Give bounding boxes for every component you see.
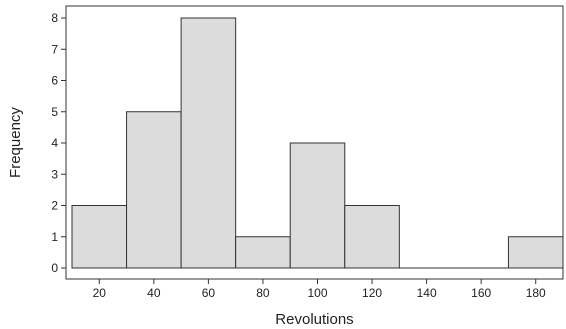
x-tick-label: 160 — [471, 286, 491, 300]
y-axis-title: Frequency — [7, 107, 24, 178]
x-tick-label: 100 — [307, 286, 327, 300]
histogram-bar — [507, 236, 564, 269]
x-axis-title: Revolutions — [275, 311, 353, 328]
x-tick-label: 140 — [417, 286, 437, 300]
histogram-bar — [344, 205, 400, 269]
plot-frame — [65, 5, 564, 280]
y-tick-label: 1 — [51, 230, 58, 244]
y-tick-label: 2 — [51, 199, 58, 213]
y-tick-label: 8 — [51, 11, 58, 25]
x-tick-label: 80 — [256, 286, 270, 300]
x-tick-label: 180 — [526, 286, 546, 300]
y-tick-label: 4 — [51, 136, 58, 150]
x-tick-label: 60 — [202, 286, 216, 300]
x-tick-label: 120 — [362, 286, 382, 300]
x-tick-label: 40 — [147, 286, 161, 300]
histogram-bar — [235, 236, 291, 269]
x-tick-label: 20 — [93, 286, 107, 300]
histogram-bar — [126, 111, 182, 269]
y-tick-label: 5 — [51, 105, 58, 119]
y-tick-label: 3 — [51, 167, 58, 181]
y-tick-label: 6 — [51, 74, 58, 88]
y-axis: 0 1 2 3 4 5 6 7 8 — [51, 11, 66, 275]
histogram-bars — [71, 17, 564, 269]
histogram-bar — [289, 142, 346, 269]
y-tick-label: 0 — [51, 261, 58, 275]
histogram-bar — [71, 205, 128, 269]
y-tick-label: 7 — [51, 42, 58, 56]
histogram-bar — [180, 17, 237, 269]
x-axis: 20 40 60 80 100 120 140 160 180 — [93, 279, 546, 300]
